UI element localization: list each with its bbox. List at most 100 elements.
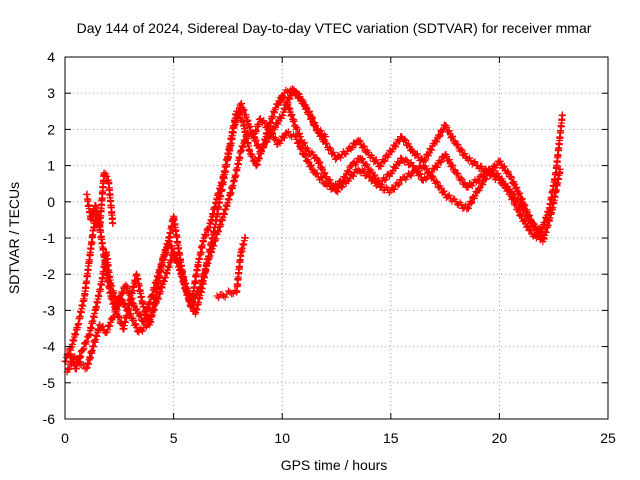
data-point: [371, 171, 379, 179]
data-point: [128, 294, 136, 302]
x-tick-label: 25: [600, 430, 616, 446]
data-point: [433, 163, 441, 171]
series-6: [274, 85, 330, 141]
data-point: [322, 140, 330, 148]
series-4: [83, 169, 117, 231]
data-point: [353, 159, 361, 167]
y-tick-label: 1: [47, 158, 55, 174]
data-point: [168, 244, 176, 252]
data-point: [445, 191, 453, 199]
data-point: [449, 161, 457, 169]
data-point: [514, 196, 522, 204]
data-point: [123, 283, 131, 291]
data-point: [454, 140, 462, 148]
data-point: [263, 138, 271, 146]
data-point: [248, 129, 256, 137]
data-point: [520, 206, 528, 214]
data-point: [166, 237, 174, 245]
data-point: [520, 205, 528, 213]
data-point: [276, 139, 284, 147]
data-point: [428, 146, 436, 154]
data-point: [302, 152, 310, 160]
data-point: [364, 169, 372, 177]
data-point: [284, 128, 292, 136]
data-point: [80, 345, 88, 353]
data-point: [268, 130, 276, 138]
data-point: [295, 138, 303, 146]
data-point: [301, 151, 309, 159]
data-point: [303, 157, 311, 165]
data-point: [109, 220, 117, 228]
data-point: [374, 180, 382, 188]
data-point: [239, 107, 247, 115]
data-point: [132, 320, 140, 328]
data-point: [277, 97, 285, 105]
data-point: [468, 198, 476, 206]
data-point: [330, 183, 338, 191]
data-point: [369, 153, 377, 161]
data-point: [377, 182, 385, 190]
data-point: [83, 337, 91, 345]
data-point: [301, 139, 309, 147]
data-point: [127, 310, 135, 318]
data-point: [512, 184, 520, 192]
y-tick-label: 2: [47, 121, 55, 137]
data-point: [279, 112, 287, 120]
data-point: [279, 93, 287, 101]
y-tick-label: 4: [47, 49, 55, 65]
data-point: [424, 152, 432, 160]
data-point: [500, 180, 508, 188]
data-point: [313, 169, 321, 177]
x-tick-label: 20: [492, 430, 508, 446]
data-point: [327, 145, 335, 153]
data-point: [413, 150, 421, 158]
data-point: [124, 284, 132, 292]
data-point: [173, 254, 181, 262]
data-point: [183, 288, 191, 296]
data-point: [432, 177, 440, 185]
data-point: [332, 155, 340, 163]
data-point: [287, 86, 295, 94]
data-point: [64, 364, 72, 372]
data-point: [382, 175, 390, 183]
data-point: [504, 182, 512, 190]
data-point: [297, 143, 305, 151]
data-point: [506, 187, 514, 195]
data-point: [377, 162, 385, 170]
data-point: [221, 293, 229, 301]
data-point: [185, 296, 193, 304]
data-point: [296, 129, 304, 137]
data-point: [507, 173, 515, 181]
data-point: [285, 89, 293, 97]
data-point: [471, 158, 479, 166]
data-point: [310, 120, 318, 128]
data-point: [113, 306, 121, 314]
x-axis-label: GPS time / hours: [281, 457, 388, 473]
data-point: [104, 326, 112, 334]
data-point: [381, 157, 389, 165]
data-point: [186, 294, 194, 302]
data-point: [392, 143, 400, 151]
data-point: [237, 100, 245, 108]
data-point: [508, 174, 516, 182]
data-point: [109, 314, 117, 322]
data-point: [249, 130, 257, 138]
data-point: [337, 183, 345, 191]
data-point: [458, 175, 466, 183]
data-point: [365, 172, 373, 180]
data-point: [489, 169, 497, 177]
data-point: [407, 172, 415, 180]
data-point: [390, 185, 398, 193]
data-point: [110, 313, 118, 321]
data-point: [240, 106, 248, 114]
data-point: [478, 180, 486, 188]
data-point: [202, 231, 210, 239]
data-point: [256, 147, 264, 155]
data-point: [337, 154, 345, 162]
data-point: [121, 299, 129, 307]
data-point: [362, 160, 370, 168]
data-point: [215, 294, 223, 302]
grid: [65, 57, 608, 419]
data-point: [414, 167, 422, 175]
data-point: [67, 352, 75, 360]
